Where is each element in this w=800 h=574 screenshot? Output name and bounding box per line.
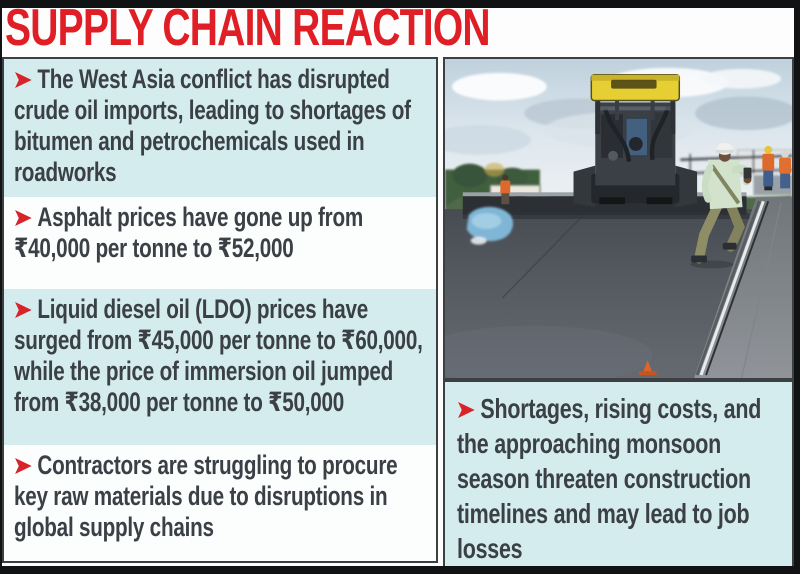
red-arrow-bullet-icon [14,302,33,318]
construction-photo [443,57,794,380]
right-frame-bar [794,0,800,574]
bullet-item-west-asia: The West Asia conflict has disrupted cru… [4,59,436,197]
page-title: SUPPLY CHAIN REACTION [5,0,491,57]
bullet-item-ldo-prices: Liquid diesel oil (LDO) prices have surg… [4,289,436,445]
red-arrow-bullet-icon [14,210,33,226]
key-points-panel: The West Asia conflict has disrupted cru… [2,57,438,563]
bullet-text: Asphalt prices have gone up from ₹40,000… [14,202,364,263]
red-arrow-bullet-icon [457,402,476,418]
bullet-text: Liquid diesel oil (LDO) prices have surg… [14,294,423,417]
red-arrow-bullet-icon [14,458,33,474]
bullet-text: Contractors are struggling to procure ke… [14,450,398,542]
bottom-frame-bar [0,566,800,574]
left-frame-bar [0,0,2,574]
red-arrow-bullet-icon [14,72,33,88]
bullet-item-contractors: Contractors are struggling to procure ke… [4,445,436,561]
top-frame-bar [0,0,800,8]
bullet-text: The West Asia conflict has disrupted cru… [14,64,411,187]
bullet-item-asphalt-prices: Asphalt prices have gone up from ₹40,000… [4,197,436,289]
bullet-text: Shortages, rising costs, and the approac… [457,393,762,564]
impact-panel: Shortages, rising costs, and the approac… [443,380,794,566]
